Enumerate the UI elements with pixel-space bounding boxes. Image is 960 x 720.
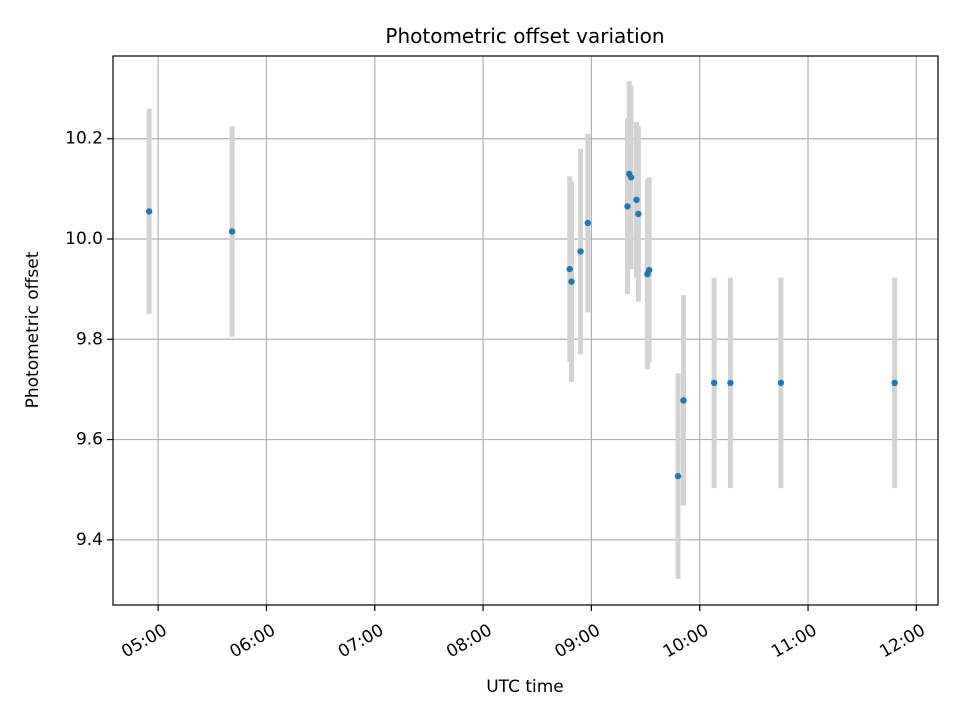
data-point bbox=[777, 379, 785, 387]
data-point bbox=[710, 379, 718, 387]
y-tick-label: 9.4 bbox=[76, 530, 103, 550]
chart-title: Photometric offset variation bbox=[385, 24, 664, 48]
grid-lines bbox=[113, 56, 938, 605]
y-axis-ticks: 9.4 9.6 9.8 10.0 10.2 bbox=[65, 129, 113, 550]
y-tick-label: 10.2 bbox=[65, 129, 103, 149]
data-point bbox=[891, 379, 898, 387]
data-point bbox=[228, 228, 236, 235]
data-point bbox=[645, 266, 653, 274]
data-point bbox=[566, 265, 573, 273]
plot-frame bbox=[112, 55, 939, 606]
data-point bbox=[577, 248, 584, 255]
data-point bbox=[568, 278, 575, 285]
x-axis-label: UTC time bbox=[486, 677, 564, 697]
data-point bbox=[633, 196, 640, 204]
y-tick-label: 9.6 bbox=[76, 430, 103, 450]
data-point bbox=[680, 397, 687, 404]
data-point bbox=[727, 379, 734, 387]
data-point bbox=[627, 174, 635, 181]
data-point bbox=[584, 219, 591, 227]
data-point bbox=[635, 210, 642, 218]
y-axis-label: Photometric offset bbox=[23, 251, 43, 408]
data-point bbox=[674, 472, 682, 480]
data-points bbox=[145, 170, 898, 480]
y-tick-label: 10.0 bbox=[65, 229, 103, 249]
data-point bbox=[624, 203, 631, 210]
y-tick-label: 9.8 bbox=[76, 329, 103, 349]
data-point bbox=[145, 208, 153, 215]
